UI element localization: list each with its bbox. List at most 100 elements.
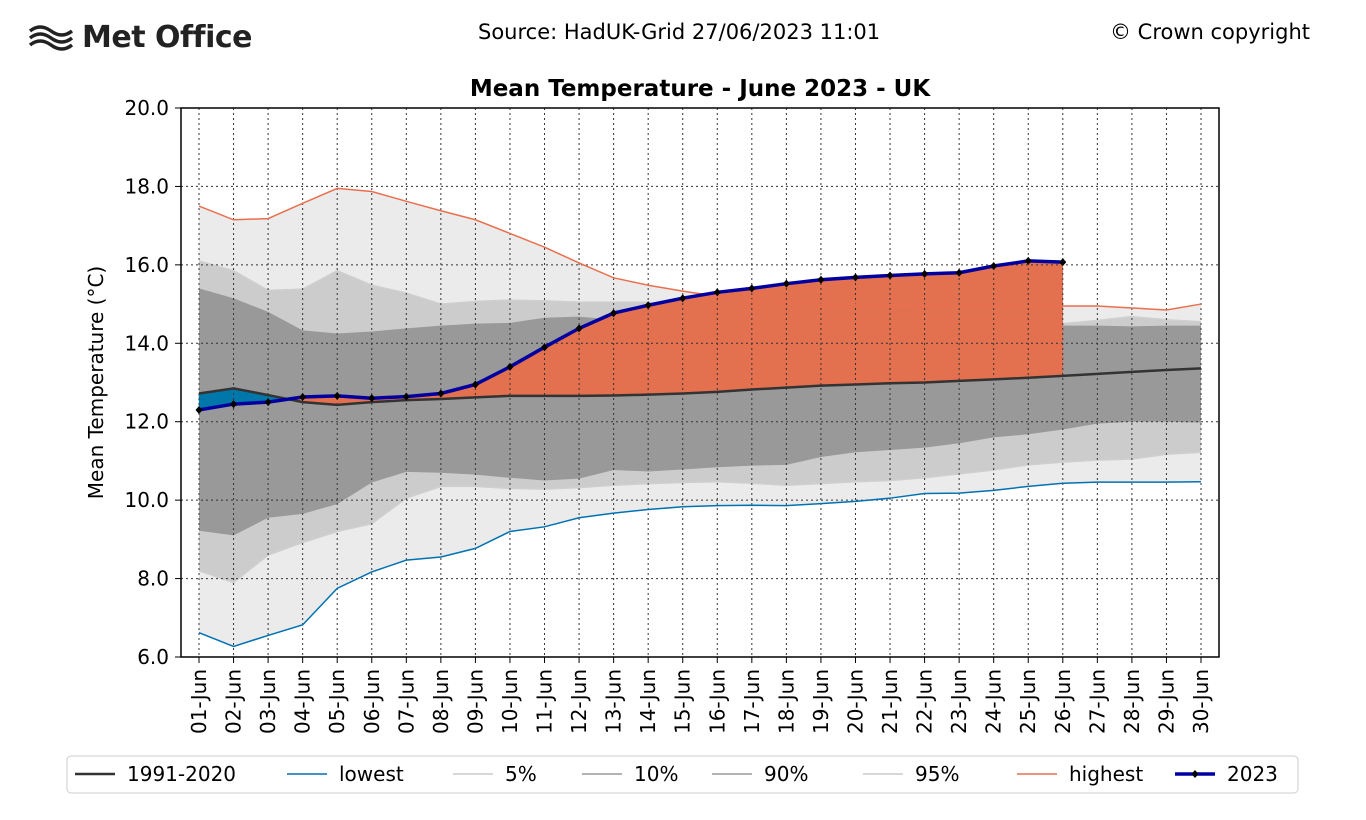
point-2023 bbox=[679, 294, 687, 303]
y-tick-label: 16.0 bbox=[124, 253, 169, 277]
anomaly-fill bbox=[751, 283, 787, 390]
x-tick-label: 27-Jun bbox=[1085, 669, 1109, 734]
legend-marker bbox=[1191, 770, 1199, 778]
point-2023 bbox=[402, 392, 410, 401]
x-tick-label: 10-Jun bbox=[498, 669, 522, 734]
x-tick-label: 25-Jun bbox=[1016, 669, 1040, 734]
anomaly-fill bbox=[1027, 260, 1064, 379]
legend-label: 90% bbox=[764, 762, 808, 786]
anomaly-fill bbox=[820, 277, 856, 386]
legend-label: 5% bbox=[505, 762, 537, 786]
x-tick-label: 11-Jun bbox=[533, 669, 557, 734]
point-2023 bbox=[782, 279, 790, 288]
met-office-waves-icon bbox=[28, 24, 74, 51]
x-tick-label: 04-Jun bbox=[291, 669, 315, 734]
x-tick-label: 22-Jun bbox=[913, 669, 937, 734]
anomaly-fill bbox=[613, 304, 649, 396]
anomaly-fill bbox=[717, 288, 753, 393]
x-tick-label: 30-Jun bbox=[1189, 669, 1213, 734]
point-2023 bbox=[541, 343, 549, 352]
x-tick-label: 05-Jun bbox=[325, 669, 349, 734]
point-2023 bbox=[230, 400, 238, 409]
point-2023 bbox=[610, 309, 618, 318]
x-tick-label: 16-Jun bbox=[705, 669, 729, 734]
line-2023 bbox=[198, 259, 1063, 412]
point-2023 bbox=[713, 288, 721, 297]
y-tick-label: 20.0 bbox=[124, 96, 169, 120]
point-2023 bbox=[817, 275, 825, 284]
anomaly-fill bbox=[958, 265, 994, 382]
x-tick-label: 18-Jun bbox=[774, 669, 798, 734]
legend-label: highest bbox=[1069, 762, 1143, 786]
point-2023 bbox=[1059, 258, 1067, 267]
y-tick-label: 14.0 bbox=[124, 331, 169, 355]
x-tick-label: 06-Jun bbox=[360, 669, 384, 734]
x-tick-label: 07-Jun bbox=[394, 669, 418, 734]
x-tick-label: 24-Jun bbox=[982, 669, 1006, 734]
y-tick-label: 12.0 bbox=[124, 410, 169, 434]
legend-label: lowest bbox=[339, 762, 404, 786]
point-2023 bbox=[195, 405, 203, 414]
point-2023 bbox=[921, 269, 929, 278]
point-2023 bbox=[886, 271, 894, 280]
point-2023 bbox=[644, 301, 652, 310]
plot-frame bbox=[180, 107, 1220, 658]
x-tick-label: 12-Jun bbox=[567, 669, 591, 734]
x-tick-label: 29-Jun bbox=[1154, 669, 1178, 734]
anomaly-fill bbox=[786, 279, 822, 388]
x-tick-label: 15-Jun bbox=[671, 669, 695, 734]
met-office-logo: Met Office bbox=[28, 20, 253, 55]
copyright-text: © Crown copyright bbox=[1109, 20, 1310, 44]
line-lowest bbox=[198, 480, 1202, 648]
y-tick-label: 10.0 bbox=[124, 488, 169, 512]
x-tick-label: 26-Jun bbox=[1051, 669, 1075, 734]
point-2023 bbox=[748, 284, 756, 293]
point-2023 bbox=[955, 268, 963, 277]
point-2023 bbox=[299, 393, 307, 402]
x-tick-label: 08-Jun bbox=[429, 669, 453, 734]
point-2023 bbox=[437, 389, 445, 398]
point-2023 bbox=[851, 273, 859, 282]
legend-label: 1991-2020 bbox=[127, 762, 236, 786]
anomaly-fill bbox=[889, 273, 925, 384]
y-tick-label: 6.0 bbox=[137, 645, 169, 669]
line-1991-2020 bbox=[198, 367, 1202, 407]
y-axis-label: Mean Temperature (°C) bbox=[84, 266, 108, 499]
x-tick-label: 01-Jun bbox=[187, 669, 211, 734]
x-tick-label: 13-Jun bbox=[602, 669, 626, 734]
point-2023 bbox=[575, 324, 583, 333]
point-2023 bbox=[333, 391, 341, 400]
x-tick-label: 09-Jun bbox=[463, 669, 487, 734]
point-2023 bbox=[368, 394, 376, 403]
legend-label: 95% bbox=[915, 762, 959, 786]
point-2023 bbox=[264, 398, 272, 407]
legend-frame bbox=[66, 755, 1299, 794]
logo-text: Met Office bbox=[82, 20, 253, 55]
x-tick-label: 28-Jun bbox=[1120, 669, 1144, 734]
x-tick-label: 02-Jun bbox=[222, 669, 246, 734]
y-tick-label: 18.0 bbox=[124, 174, 169, 198]
x-tick-label: 17-Jun bbox=[740, 669, 764, 734]
anomaly-fill bbox=[647, 297, 683, 395]
chart-title: Mean Temperature - June 2023 - UK bbox=[470, 76, 932, 102]
point-2023 bbox=[506, 362, 514, 371]
y-tick-label: 8.0 bbox=[137, 567, 169, 591]
x-tick-label: 14-Jun bbox=[636, 669, 660, 734]
legend: 1991-2020 lowest 5% 10% 90% 95% highest 2023 bbox=[66, 755, 1299, 794]
anomaly-fill bbox=[924, 272, 960, 383]
line-5pct bbox=[198, 451, 1202, 584]
point-2023 bbox=[471, 380, 479, 389]
anomaly-fill bbox=[993, 260, 1029, 380]
point-2023 bbox=[1024, 256, 1032, 265]
x-tick-label: 20-Jun bbox=[843, 669, 867, 734]
legend-label: 10% bbox=[634, 762, 678, 786]
x-tick-label: 19-Jun bbox=[809, 669, 833, 734]
x-tick-label: 21-Jun bbox=[878, 669, 902, 734]
source-text: Source: HadUK-Grid 27/06/2023 11:01 bbox=[478, 20, 881, 44]
x-tick-label: 23-Jun bbox=[947, 669, 971, 734]
anomaly-fill bbox=[855, 275, 891, 385]
point-2023 bbox=[990, 262, 998, 271]
x-tick-label: 03-Jun bbox=[256, 669, 280, 734]
